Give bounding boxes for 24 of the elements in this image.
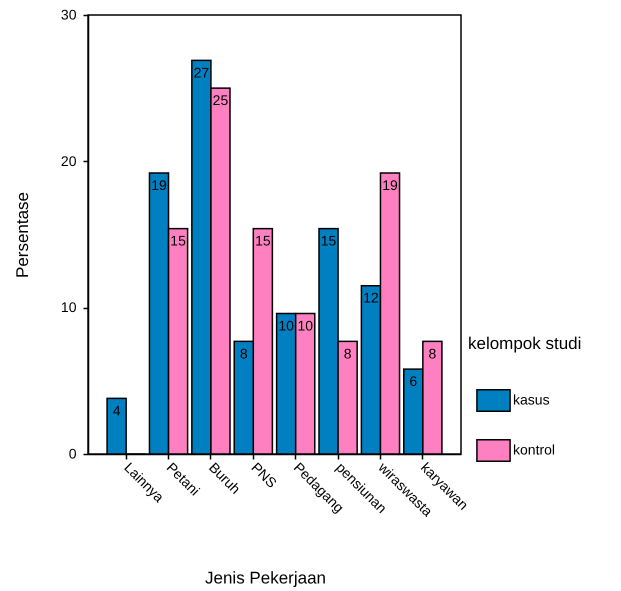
y-axis-title: Persentase <box>12 192 32 278</box>
data-label: 12 <box>363 290 379 306</box>
data-label: 8 <box>428 345 436 362</box>
data-label: 10 <box>278 318 294 334</box>
data-label: 6 <box>409 373 418 390</box>
y-tick-label: 0 <box>68 446 77 462</box>
data-label: 8 <box>344 345 352 362</box>
data-label: 15 <box>170 232 186 249</box>
y-tick-label: 20 <box>60 152 77 169</box>
data-label: 25 <box>212 92 228 108</box>
data-label: 27 <box>194 64 210 80</box>
x-axis-title: Jenis Pekerjaan <box>205 568 326 588</box>
data-label: 19 <box>151 177 167 194</box>
data-label: 15 <box>255 232 271 249</box>
legend-label: kasus <box>513 392 550 408</box>
data-label: 4 <box>112 402 121 418</box>
data-label: 19 <box>382 177 398 194</box>
legend-label: kontrol <box>513 442 556 458</box>
data-label: 10 <box>297 318 314 334</box>
legend-title: kelompok studi <box>468 334 582 353</box>
y-tick-label: 30 <box>60 6 77 22</box>
y-tick-label: 10 <box>60 299 77 316</box>
data-label: 15 <box>320 232 337 249</box>
data-label: 8 <box>240 345 248 362</box>
